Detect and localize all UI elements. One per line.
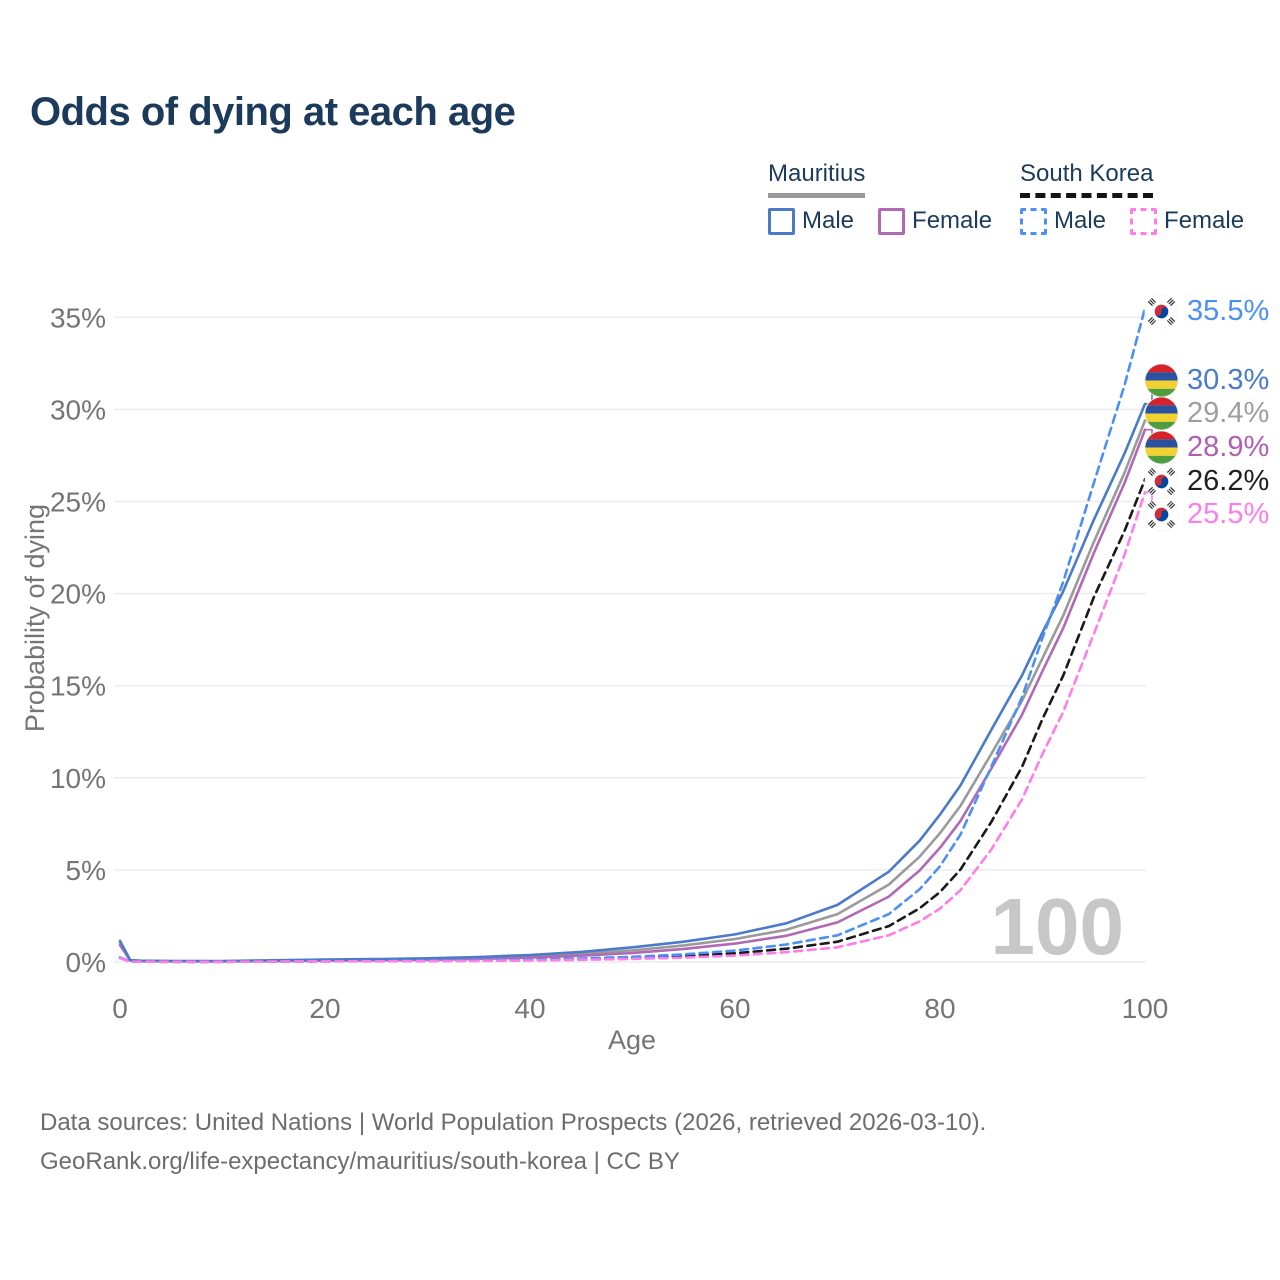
mauritius-female-swatch-icon [878,207,906,235]
line-end-label: 25.5% [1144,496,1269,532]
legend-item-mauritius-female[interactable]: Female [878,207,992,235]
watermark-age: 100 [991,882,1124,971]
series-line-mauritius-male[interactable] [118,402,1147,963]
mauritius-flag-icon [1144,430,1179,465]
y-tick-label: 10% [50,763,106,794]
legend-country-mauritius[interactable]: Mauritius [768,160,866,198]
y-tick-label: 0% [66,947,106,978]
line-end-label: 26.2% [1144,463,1269,499]
data-sources-line: Data sources: United Nations | World Pop… [40,1109,987,1136]
x-tick-label: 0 [112,993,128,1024]
legend-item-south-korea-male[interactable]: Male [1020,207,1106,235]
line-end-label: 30.3% [1144,362,1269,398]
south-korea-male-swatch-icon [1020,207,1047,235]
y-tick-label: 30% [50,394,106,425]
south-korea-flag-icon [1144,497,1179,532]
x-tick-label: 80 [924,993,955,1024]
legend-group-south-korea: South Korea Male Female [1020,160,1244,235]
end-value: 35.5% [1187,294,1270,327]
south-korea-flag-icon [1144,464,1179,499]
page-title: Odds of dying at each age [30,90,516,134]
x-tick-label: 100 [1122,993,1169,1024]
legend-item-south-korea-female[interactable]: Female [1130,207,1244,235]
legend-item-mauritius-male[interactable]: Male [768,207,854,235]
y-tick-label: 25% [50,487,106,518]
end-value: 28.9% [1187,430,1270,463]
mauritius-male-swatch-icon [768,207,795,235]
source-attribution: Data sources: United Nations | World Pop… [40,1103,986,1181]
x-tick-label: 20 [309,993,340,1024]
legend-group-mauritius: Mauritius Male Female [768,160,992,235]
mauritius-flag-icon [1144,363,1179,398]
legend-country-south-korea[interactable]: South Korea [1020,160,1154,198]
y-tick-label: 35% [50,302,106,333]
end-value: 30.3% [1187,363,1270,396]
legend-label: Female [912,207,993,234]
y-tick-label: 5% [66,855,106,886]
legend-label: Male [802,207,855,234]
legend-label: Female [1164,207,1245,234]
mauritius-flag-icon [1144,396,1179,431]
end-value: 26.2% [1187,464,1270,497]
x-tick-label: 40 [514,993,545,1024]
line-end-label: 35.5% [1144,293,1269,329]
line-end-label: 28.9% [1144,429,1269,465]
end-value: 25.5% [1187,497,1270,530]
license-line: GeoRank.org/life-expectancy/mauritius/so… [40,1148,680,1175]
y-tick-label: 15% [50,671,106,702]
end-value: 29.4% [1187,396,1270,429]
south-korea-female-swatch-icon [1130,207,1158,235]
line-end-label: 29.4% [1144,395,1269,431]
series-line-south-korea-male[interactable] [118,306,1147,964]
x-axis-title: Age [608,1025,656,1055]
south-korea-flag-icon [1144,294,1179,329]
y-axis-title: Probability of dying [20,504,50,732]
y-tick-label: 20% [50,579,106,610]
x-tick-label: 60 [719,993,750,1024]
series-line-south-korea-female[interactable] [118,491,1147,964]
legend-label: Male [1054,207,1107,234]
